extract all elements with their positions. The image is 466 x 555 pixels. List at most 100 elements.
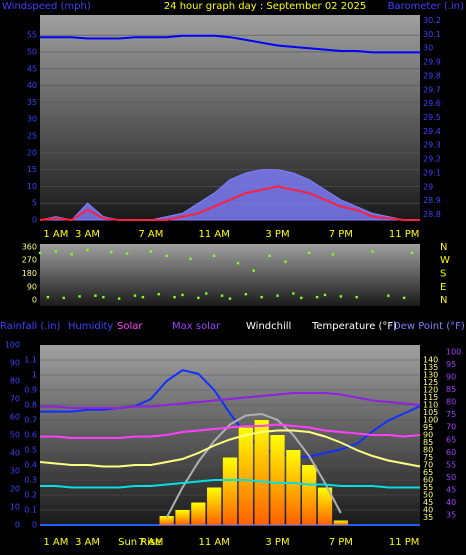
point: [38, 251, 42, 255]
point: [110, 250, 113, 254]
point: [189, 257, 192, 260]
x-tick-label: 11 AM: [198, 537, 229, 548]
y-tick-label: 40: [27, 81, 37, 90]
y-tick-label: 5: [32, 199, 37, 208]
y-tick-label: 29.7: [423, 85, 441, 94]
y-tick-label: 40: [10, 449, 20, 458]
point: [54, 250, 58, 253]
solar-bar: [302, 465, 317, 525]
y-tick-label: 50: [446, 473, 456, 482]
y-tick-label: 70: [10, 395, 20, 404]
solar-bar: [207, 487, 222, 525]
y-tick-label: 55: [27, 31, 37, 40]
y-tick-label: 40: [446, 498, 456, 507]
y-tick-label: 75: [446, 410, 456, 419]
point: [339, 295, 343, 298]
y-tick-label: 105: [423, 408, 438, 417]
y-tick-label: 120: [423, 386, 438, 395]
y-tick-label: 29.8: [423, 71, 441, 80]
point: [315, 295, 319, 299]
y-tick-label: 45: [27, 64, 37, 73]
point: [331, 253, 335, 256]
y-tick-label: 100: [5, 341, 20, 350]
line: [39, 185, 420, 222]
solar-bar: [191, 502, 206, 525]
line: [40, 479, 420, 489]
point: [173, 295, 176, 299]
y-tick-label: 29.3: [423, 141, 441, 150]
legend-label: Windchill: [246, 321, 291, 332]
point: [212, 254, 216, 258]
y-tick-label: 10: [10, 503, 20, 512]
legend-label: Dew Point (°F): [393, 321, 465, 332]
y-tick-label: 30.1: [423, 30, 441, 39]
y-tick-label: 29.9: [423, 58, 441, 67]
compass-label: W: [440, 255, 450, 266]
y-tick-label: 45: [423, 498, 433, 507]
point: [157, 292, 160, 296]
y-tick-label: 35: [446, 510, 456, 519]
legend-label: Humidity: [68, 321, 113, 332]
x-tick-label: 3 AM: [75, 537, 100, 548]
x-tick-label: 7 AM: [138, 229, 163, 240]
point: [205, 292, 208, 295]
y-tick-label: 0.5: [24, 446, 37, 455]
line: [165, 412, 342, 518]
line: [40, 423, 421, 439]
point: [102, 295, 105, 299]
plot-area: [40, 244, 420, 306]
y-tick-label: 20: [27, 148, 37, 157]
line: [40, 369, 421, 458]
y-tick-label: 20: [10, 485, 20, 494]
y-tick-label: 0.4: [24, 461, 37, 470]
point: [268, 254, 271, 258]
solar-bar: [317, 487, 333, 525]
y-tick-label: 90: [10, 359, 20, 368]
y-tick-label: 135: [423, 363, 438, 372]
y-tick-label: 60: [446, 448, 456, 457]
point: [244, 292, 248, 296]
point: [410, 251, 414, 255]
y-tick-label: 30: [27, 115, 37, 124]
y-tick-label: 65: [423, 468, 433, 477]
point: [46, 295, 50, 299]
y-tick-label: 85: [423, 438, 433, 447]
point: [94, 294, 97, 297]
y-tick-label: 80: [446, 398, 456, 407]
x-tick-label: 11 PM: [389, 537, 420, 548]
x-tick-label: 11 PM: [389, 229, 420, 240]
y-tick-label: 35: [423, 513, 433, 522]
point: [236, 261, 240, 265]
y-tick-label: 75: [423, 453, 433, 462]
y-tick-label: 60: [10, 413, 20, 422]
y-tick-label: 95: [446, 360, 456, 369]
point: [86, 248, 89, 252]
solar-bar: [238, 427, 253, 525]
compass-label: N: [440, 295, 447, 306]
y-tick-label: 0.6: [24, 431, 37, 440]
x-tick-label: 7 AM: [138, 537, 163, 548]
compass-label: E: [440, 282, 446, 293]
y-tick-label: 50: [10, 431, 20, 440]
x-tick-label: 3 AM: [75, 229, 100, 240]
point: [292, 292, 295, 295]
y-tick-label: 10: [27, 182, 37, 191]
right-axis-label: Barometer (.in): [388, 1, 464, 12]
y-tick-label: 0: [32, 296, 37, 305]
y-tick-label: 90: [423, 431, 433, 440]
y-tick-label: 130: [423, 371, 438, 380]
y-tick-label: 45: [446, 485, 456, 494]
solar-bar: [159, 516, 174, 525]
y-tick-label: 90: [446, 373, 456, 382]
y-tick-label: 100: [446, 348, 461, 357]
y-tick-label: 270: [22, 256, 37, 265]
y-tick-label: 90: [27, 282, 37, 291]
solar-bar: [222, 457, 238, 525]
point: [78, 295, 81, 298]
line: [39, 429, 421, 468]
point: [125, 252, 129, 255]
y-tick-label: 28.8: [423, 210, 441, 219]
y-tick-label: 140: [423, 356, 438, 365]
y-tick-label: 0.1: [24, 506, 37, 515]
